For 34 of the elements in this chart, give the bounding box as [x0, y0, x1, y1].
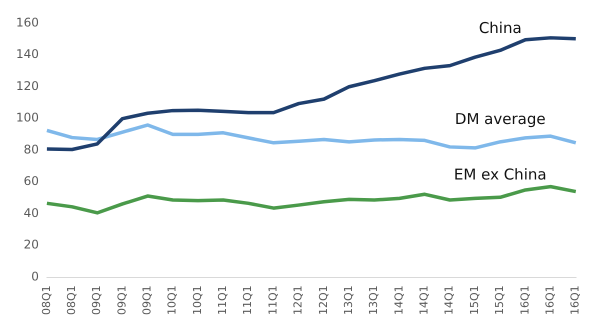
x-tick-label: 15Q1 — [493, 285, 506, 315]
x-tick-label: 16Q1 — [568, 285, 582, 315]
y-tick-label: 100 — [16, 110, 39, 125]
x-tick-label: 13Q1 — [367, 285, 380, 315]
y-tick-label: 120 — [16, 78, 39, 93]
x-tick-label: 09Q1 — [90, 285, 104, 315]
y-tick-label: 20 — [24, 238, 39, 252]
x-tick-label: 10Q1 — [166, 285, 179, 315]
x-tick-label: 15Q1 — [468, 285, 481, 315]
y-tick-label: 80 — [24, 142, 39, 156]
y-tick-label: 40 — [24, 206, 39, 220]
x-tick-label: 16Q1 — [518, 285, 532, 315]
y-tick-label: 140 — [16, 47, 39, 62]
x-tick-label: 14Q1 — [442, 285, 456, 315]
x-tick-label: 10Q1 — [190, 285, 204, 315]
series-label: China — [478, 18, 522, 37]
y-tick-label: 60 — [24, 174, 39, 188]
series-label: DM average — [454, 110, 546, 128]
x-tick-label: 11Q1 — [266, 285, 280, 315]
x-tick-label: 16Q1 — [543, 285, 556, 315]
x-tick-label: 09Q1 — [115, 285, 128, 315]
x-tick-label: 11Q1 — [216, 285, 230, 315]
x-tick-label: 12Q1 — [292, 285, 305, 315]
x-tick-label: 08Q1 — [64, 285, 78, 315]
x-tick-label: 14Q1 — [392, 285, 406, 315]
x-tick-label: 12Q1 — [316, 285, 330, 315]
x-tick-label: 11Q1 — [241, 285, 254, 315]
y-tick-label: 160 — [16, 15, 39, 30]
x-tick-label: 08Q1 — [40, 285, 53, 315]
series-label: EM ex China — [454, 166, 547, 184]
x-tick-label: 09Q1 — [140, 285, 154, 315]
x-tick-label: 13Q1 — [342, 285, 355, 315]
x-tick-label: 14Q1 — [418, 285, 431, 315]
y-tick-label: 0 — [31, 269, 39, 284]
